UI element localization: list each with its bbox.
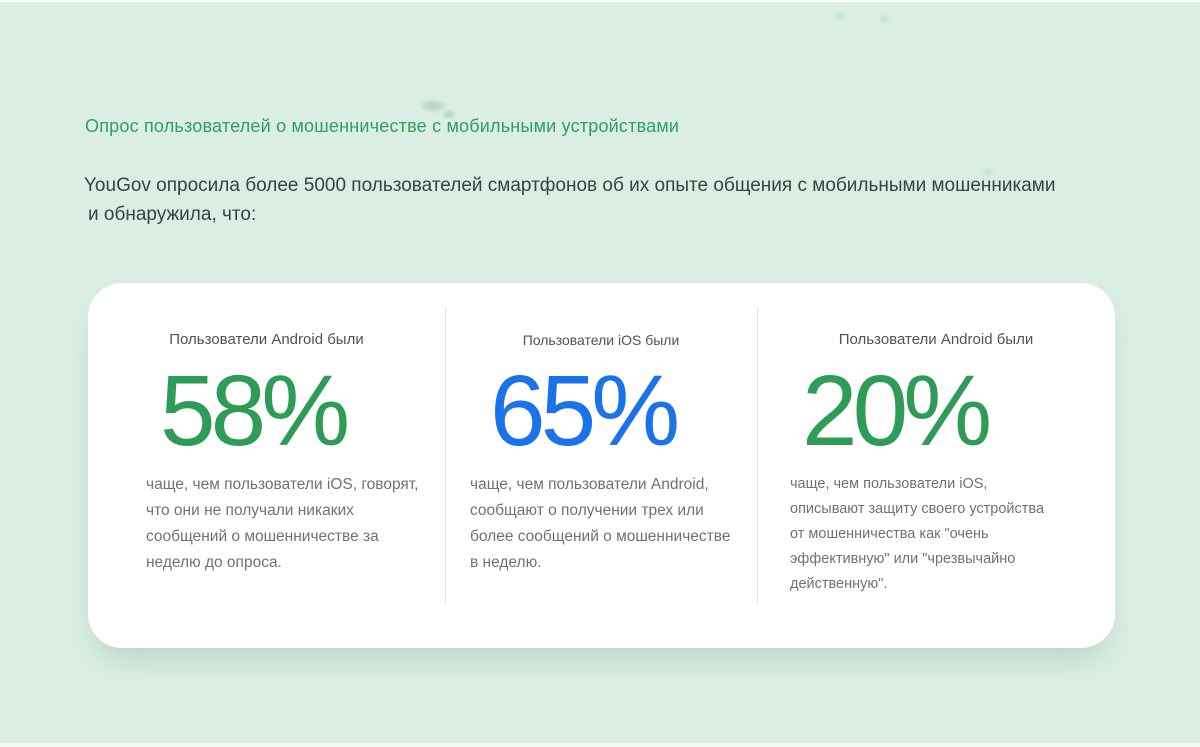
stat-value: 65%	[490, 355, 680, 467]
top-edge-strip	[0, 0, 1200, 2]
stat-description-line: от мошенничества как "очень	[790, 526, 989, 542]
stat-description: чаще, чем пользователи iOS, говорят, что…	[146, 472, 418, 576]
column-divider	[445, 307, 446, 603]
page-title: Опрос пользователей о мошенничестве с мо…	[85, 116, 680, 136]
background-smudge	[833, 12, 847, 20]
column-divider	[757, 307, 758, 603]
stat-description: чаще, чем пользователи Android, сообщают…	[470, 472, 730, 576]
intro-line-2: и обнаружила, что:	[88, 204, 257, 225]
stat-column-header: Пользователи Android были	[169, 331, 364, 348]
stat-description-line: неделю до опроса.	[146, 554, 282, 571]
stat-description-line: сообщают о получении трех или	[470, 502, 704, 519]
stat-column-ios-65: Пользователи iOS были 65% чаще, чем поль…	[445, 283, 757, 648]
background-smudge	[420, 100, 446, 112]
stat-description-line: сообщений о мошенничестве за	[146, 528, 379, 545]
bottom-edge-strip	[0, 743, 1200, 747]
stat-description-line: чаще, чем пользователи Android,	[470, 476, 709, 493]
stat-column-android-58: Пользователи Android были 58% чаще, чем …	[88, 283, 445, 648]
stat-description-line: что они не получали никаких	[146, 502, 354, 519]
stat-column-header: Пользователи Android были	[838, 331, 1034, 348]
stat-description: чаще, чем пользователи iOS, описывают за…	[790, 472, 1044, 597]
stat-description-line: в неделю.	[470, 554, 542, 571]
stat-description-line: эффективную" или "чрезвычайно	[790, 551, 1016, 567]
stat-description-line: более сообщений о мошенничестве	[470, 528, 731, 545]
stat-value: 20%	[802, 355, 992, 467]
stat-description-line: действенную".	[790, 576, 888, 592]
stat-description-line: описывают защиту своего устройства	[790, 501, 1045, 517]
stats-card: Пользователи Android были 58% чаще, чем …	[88, 283, 1115, 648]
stat-description-line: чаще, чем пользователи iOS,	[790, 476, 988, 492]
intro-paragraph: YouGov опросила более 5000 пользователей…	[84, 171, 1055, 229]
stat-column-header: Пользователи iOS были	[522, 332, 680, 348]
stat-description-line: чаще, чем пользователи iOS, говорят,	[146, 476, 419, 493]
intro-line-1: YouGov опросила более 5000 пользователей…	[84, 175, 1056, 196]
stat-value: 58%	[160, 355, 350, 467]
background-smudge	[879, 15, 890, 23]
stat-column-android-20: Пользователи Android были 20% чаще, чем …	[757, 283, 1115, 648]
